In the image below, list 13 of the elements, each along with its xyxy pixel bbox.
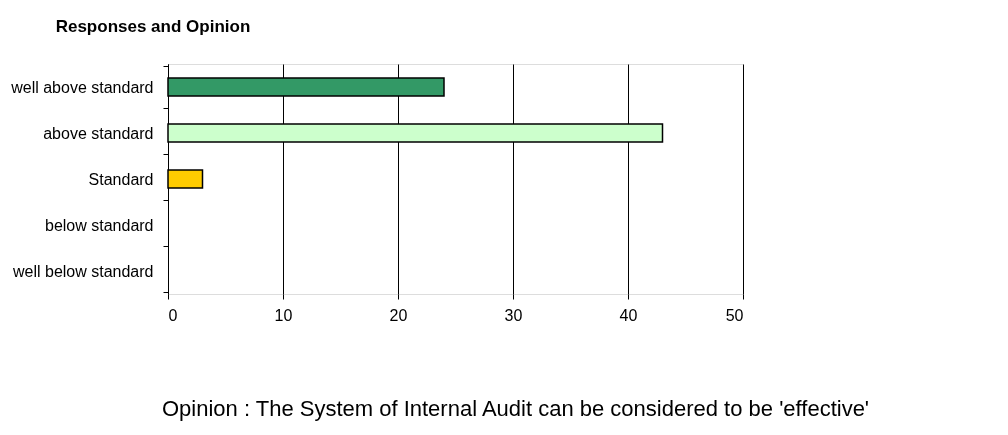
x-tick-label: 0 [168,306,178,324]
x-tick-label: 10 [274,306,293,324]
x-tick-label: 30 [504,306,523,324]
x-tick-label: 20 [389,306,408,324]
y-tick-label: Standard [88,170,154,188]
x-tick-label: 40 [619,306,638,324]
chart-title: Responses and Opinion [55,17,251,36]
y-tick-label: above standard [43,124,154,142]
x-tick-label: 50 [725,306,744,324]
y-tick-label: well above standard [10,78,154,96]
text: Opinion : The System of Internal Audit can be considered to be 'effective' [161,396,870,421]
y-tick-label: well below standard [11,262,154,280]
y-tick-label: below standard [44,216,154,234]
